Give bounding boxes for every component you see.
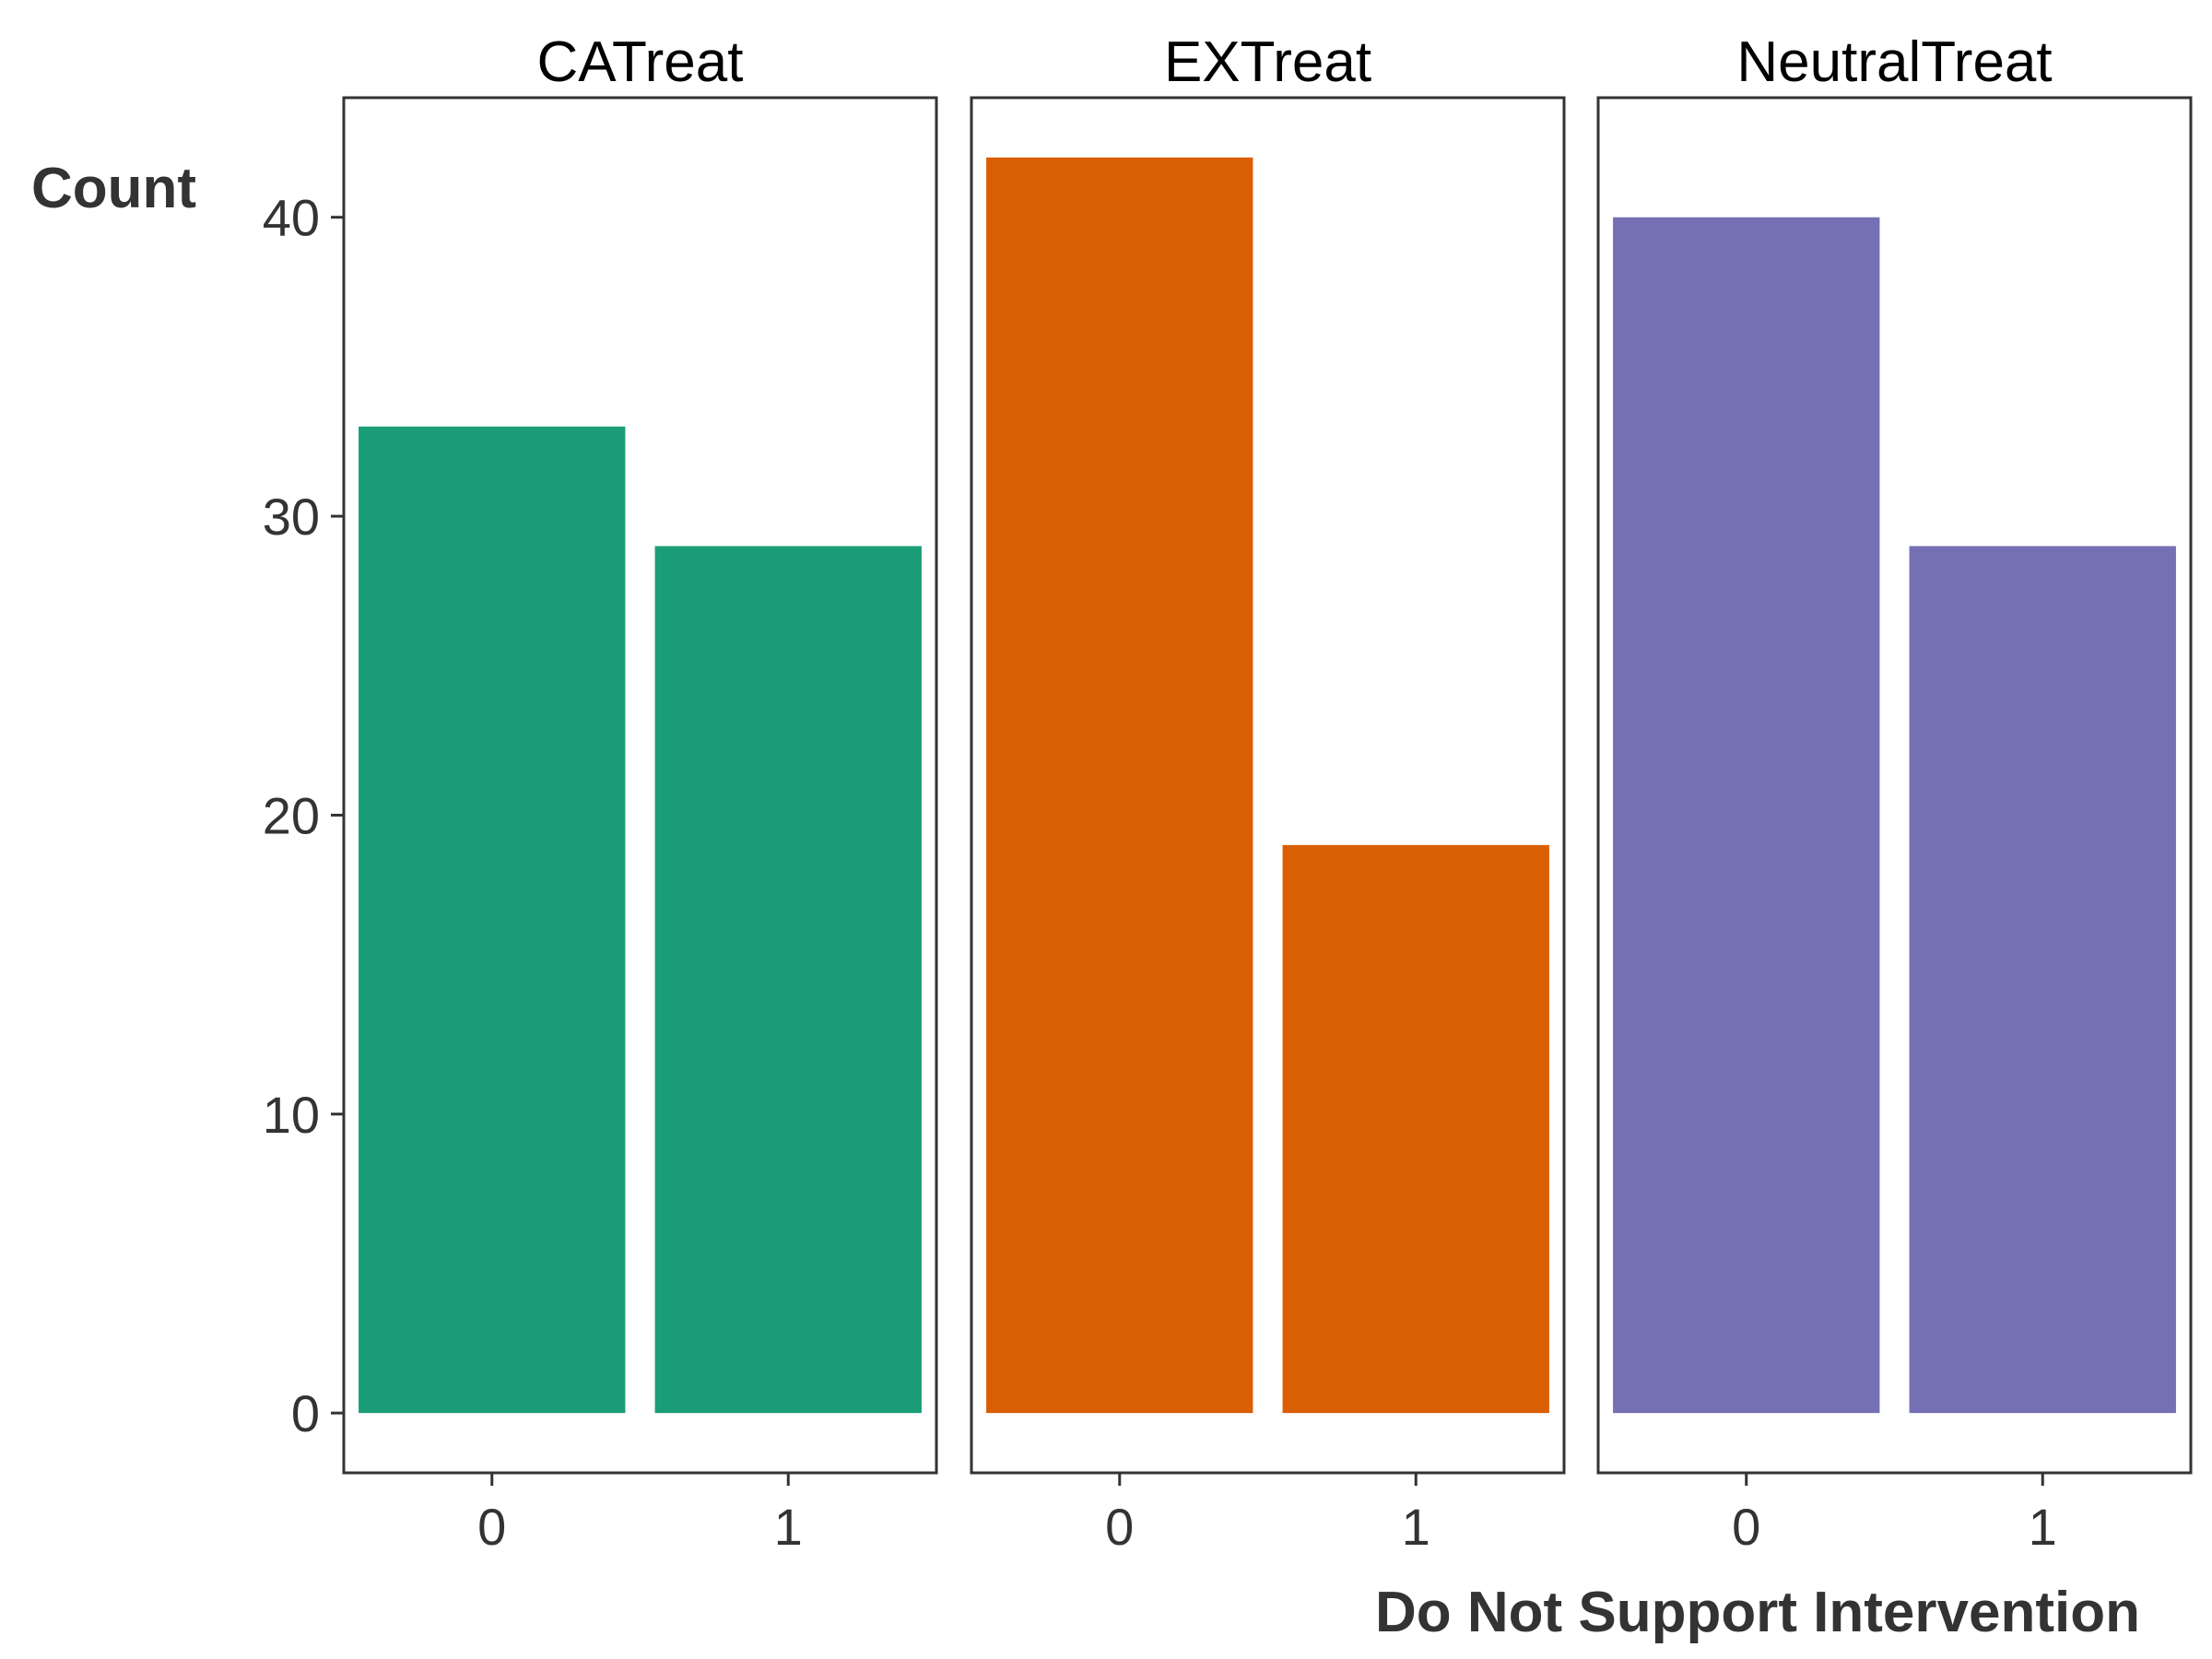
x-tick-label: 0 <box>1732 1498 1760 1556</box>
bar-catreat-1 <box>654 546 922 1414</box>
y-tick-label: 30 <box>263 488 320 546</box>
x-axis-title: Do Not Support Intervention <box>1375 1581 2140 1644</box>
bar-extreat-0 <box>986 157 1253 1414</box>
y-tick-label: 40 <box>263 189 320 247</box>
bar-catreat-0 <box>359 426 626 1414</box>
panel-neutraltreat: NeutralTreat 0 1 <box>1596 30 2193 1556</box>
x-tick-label: 0 <box>477 1498 506 1556</box>
panel-title: EXTreat <box>1164 30 1371 94</box>
panel-title: CATreat <box>537 30 744 94</box>
bar-neutraltreat-1 <box>1909 546 2176 1414</box>
y-tick-label: 0 <box>291 1384 320 1442</box>
y-axis-title: Count <box>31 157 196 220</box>
bar-neutraltreat-0 <box>1613 217 1880 1414</box>
y-axis: 0 10 20 30 40 <box>263 189 344 1442</box>
panel-extreat: EXTreat 0 1 <box>970 30 1566 1556</box>
y-tick-label: 20 <box>263 786 320 844</box>
x-tick-label: 1 <box>1402 1498 1430 1556</box>
panel-title: NeutralTreat <box>1736 30 2052 94</box>
panels: CATreat 0 1 EXTreat 0 1 NeutralTreat 0 1 <box>342 30 2193 1556</box>
bar-extreat-1 <box>1282 844 1549 1414</box>
x-tick-label: 1 <box>2029 1498 2057 1556</box>
panel-catreat: CATreat 0 1 <box>342 30 938 1556</box>
x-tick-label: 1 <box>774 1498 803 1556</box>
x-tick-label: 0 <box>1105 1498 1134 1556</box>
y-tick-label: 10 <box>263 1086 320 1144</box>
